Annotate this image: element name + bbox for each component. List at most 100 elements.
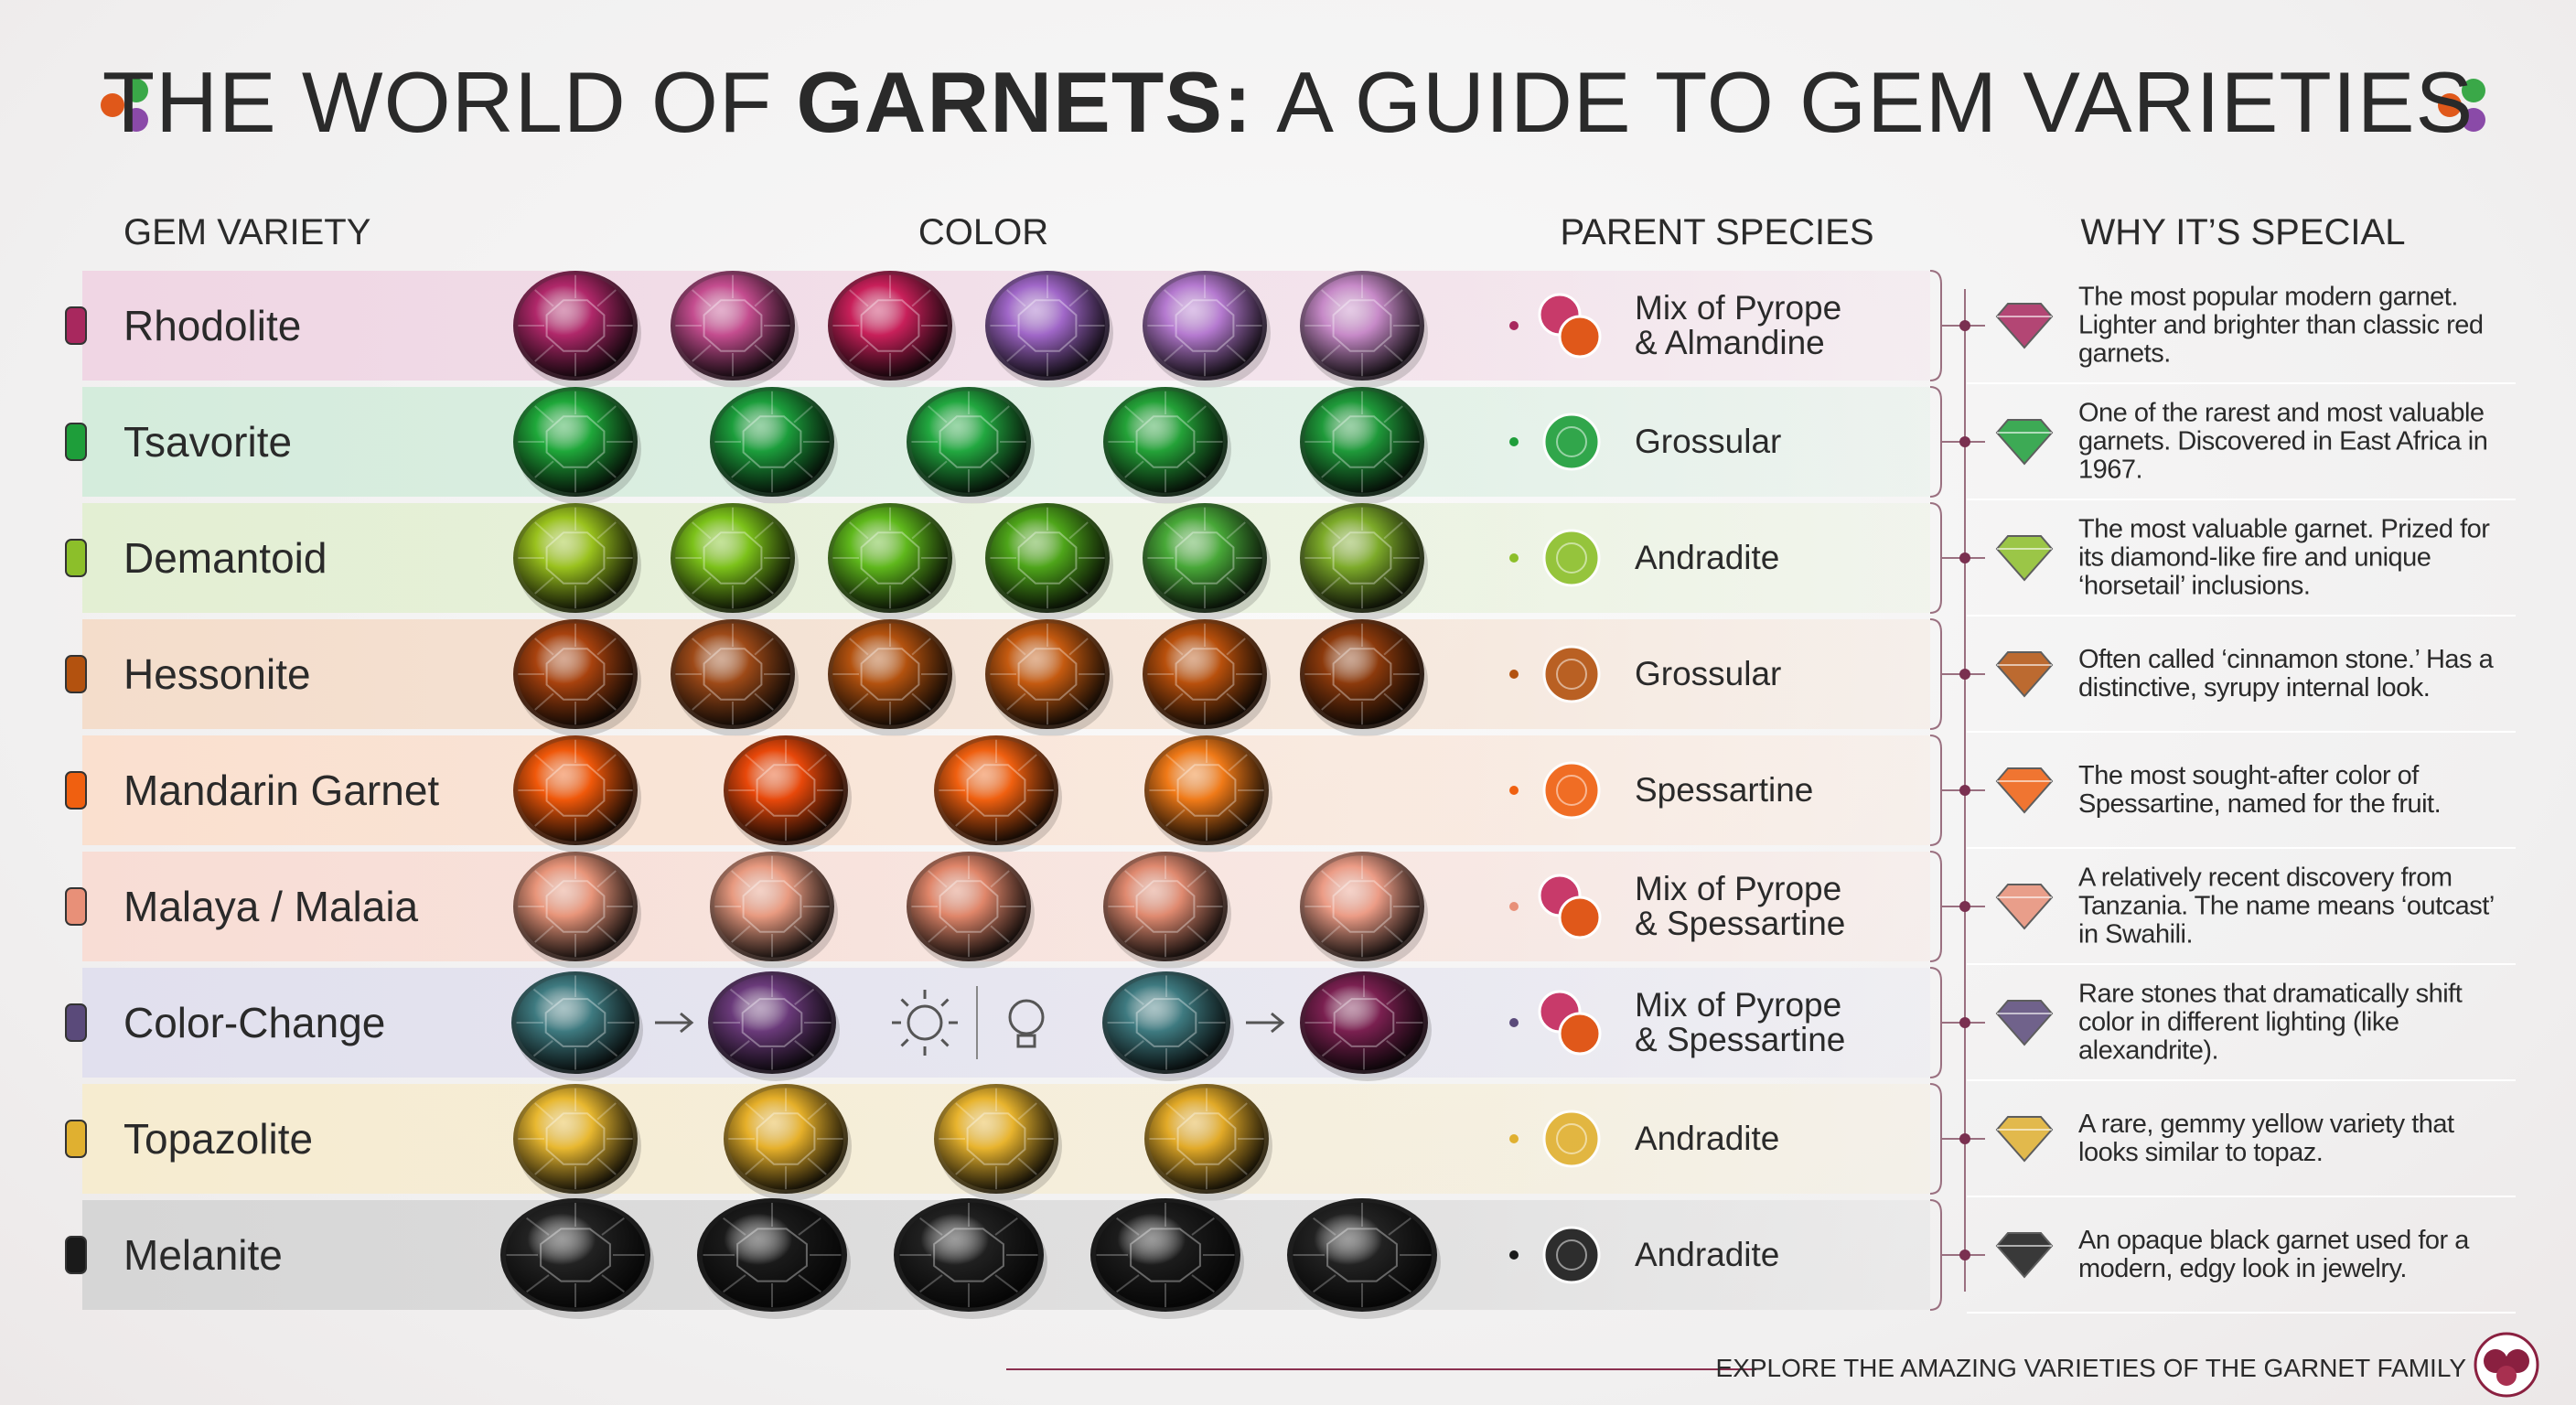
column-header: COLOR: [918, 212, 1049, 252]
connector-dot: [1959, 785, 1970, 796]
gem-facet: [754, 521, 774, 540]
gem-facet: [1383, 925, 1403, 943]
gem-facet: [928, 925, 948, 943]
gem-facet: [1383, 870, 1403, 888]
gem-facet: [1228, 1102, 1248, 1121]
row-name: Rhodolite: [123, 302, 302, 349]
gem-facet: [1124, 460, 1144, 478]
gem-face: [832, 274, 949, 377]
description-icon: [1995, 1232, 2054, 1279]
gem-face: [910, 855, 1027, 958]
species-dot: [1509, 902, 1519, 911]
gem-table: [1332, 531, 1392, 585]
description-icon: [1995, 651, 2054, 698]
gem-table: [545, 415, 606, 468]
gem-table: [1332, 415, 1392, 468]
row-bracket: [1929, 735, 1942, 846]
gem-face: [1146, 623, 1263, 725]
gem-facet: [798, 1217, 821, 1236]
connector-dot: [1959, 669, 1970, 680]
gem-facet: [534, 870, 554, 888]
gem-facet: [1226, 521, 1246, 540]
gem-face: [989, 507, 1106, 609]
gem-facet: [849, 576, 869, 595]
gem-facet: [1164, 576, 1184, 595]
gem-facet: [1068, 638, 1089, 656]
gem-facet: [1164, 344, 1184, 362]
gem-facet: [1191, 1274, 1215, 1293]
ornament: [2438, 93, 2462, 117]
species: Grossular: [1635, 657, 1781, 692]
connector-dot: [1959, 320, 1970, 331]
gem-facet: [1226, 692, 1246, 711]
gem-facet: [1165, 1102, 1186, 1121]
connector-dot: [1959, 1249, 1970, 1260]
gem-face: [517, 391, 634, 493]
gem-facet: [754, 692, 774, 711]
gem-face: [517, 855, 634, 958]
gem-facet: [1228, 809, 1248, 827]
gem-face: [714, 855, 831, 958]
gem-facet: [1068, 576, 1089, 595]
gem-facet: [1321, 289, 1341, 307]
description-icon: [1995, 1116, 2054, 1163]
species-icon-facet: [1556, 1123, 1587, 1154]
gem-facet: [731, 870, 751, 888]
gem-face: [1304, 974, 1424, 1071]
gem-facet: [1068, 521, 1089, 540]
gem-facet: [1186, 405, 1207, 424]
ornament: [2462, 108, 2485, 132]
description-icon: [1995, 419, 2054, 466]
description: The most sought-after color of Spessarti…: [2078, 761, 2442, 819]
gem-facet: [532, 988, 553, 1005]
gem-table: [860, 531, 920, 585]
description: An opaque black garnet used for a modern…: [2078, 1226, 2469, 1283]
gem-facet: [990, 870, 1010, 888]
species-line: & Spessartine: [1635, 905, 1846, 942]
gem-face: [1148, 1088, 1265, 1190]
gem-facet: [534, 754, 554, 772]
gem-facet: [1006, 692, 1026, 711]
gem-table: [1130, 1228, 1201, 1282]
species-dot: [1509, 1018, 1519, 1027]
title-bold: GARNETS:: [796, 54, 1253, 150]
gem-facet: [534, 1157, 554, 1175]
description-icon: [1995, 767, 2054, 814]
gem-face: [898, 1202, 1039, 1308]
row-separator: [1967, 1312, 2516, 1314]
ornament: [101, 93, 124, 117]
sun-ray: [900, 1038, 909, 1047]
gem-facet: [911, 289, 931, 307]
gem-facet: [596, 809, 617, 827]
species: Grossular: [1635, 424, 1781, 459]
species-dot: [1509, 553, 1519, 563]
gem-facet: [1006, 344, 1026, 362]
gem-facet: [793, 925, 813, 943]
gem-face: [712, 974, 832, 1071]
gem-facet: [597, 1040, 618, 1057]
arrow-head: [680, 1012, 694, 1034]
description-icon: [1995, 884, 2054, 930]
row-separator: [1967, 963, 2516, 965]
description: The most valuable garnet. Prized for its…: [2078, 514, 2490, 601]
gem-table: [939, 880, 999, 933]
gem-table: [1175, 299, 1235, 352]
gem-face: [1304, 507, 1421, 609]
row-separator: [1967, 615, 2516, 617]
gem-table: [703, 299, 763, 352]
gem-facet: [601, 1274, 625, 1293]
gem-facet: [1116, 1217, 1140, 1236]
row-icon: [65, 771, 87, 810]
gem-facet: [731, 460, 751, 478]
species-icon: [1558, 315, 1602, 359]
species-line: Mix of Pyrope: [1635, 870, 1842, 907]
gem-facet: [1321, 344, 1341, 362]
gem-facet: [534, 521, 554, 540]
species-icon: [1558, 1012, 1602, 1056]
gem-table: [545, 764, 606, 817]
gem-table: [1017, 299, 1078, 352]
gem-facet: [596, 638, 617, 656]
gem-facet: [1191, 1217, 1215, 1236]
gem-table: [860, 648, 920, 701]
gem-face: [1095, 1202, 1236, 1308]
